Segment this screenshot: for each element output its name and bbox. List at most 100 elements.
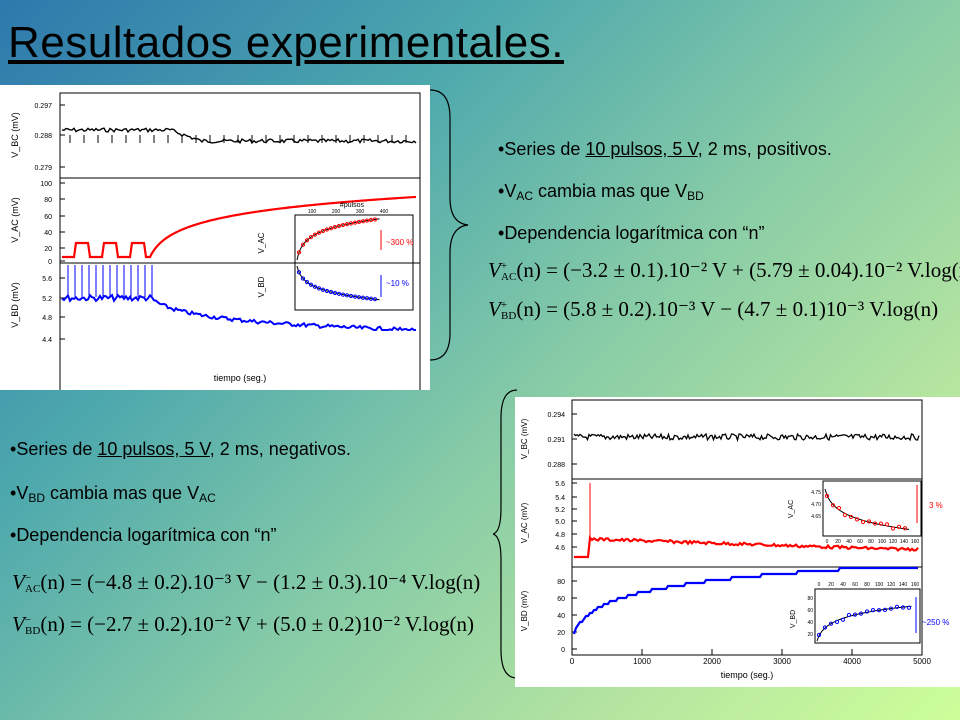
inset-point [336,223,342,229]
inset-point [352,294,358,299]
series-vac [62,195,417,259]
inset2-point [870,608,876,613]
inset-point [344,222,350,227]
upper-brace [429,89,469,361]
inset2-point [828,621,834,626]
inset2-point [876,608,882,613]
inset2-x-tick: 60 [852,582,858,588]
inset2-x-tick: 40 [840,582,846,588]
inset2-x-tick: 140 [899,582,908,588]
y-tick-label: 4.8 [42,315,52,322]
y-tick-label: 5.2 [555,507,565,514]
lower-pct-bot: ~250 % [922,618,949,627]
inset-x-tick: 200 [332,209,341,215]
inset1-point [830,503,836,508]
lower-frame [571,399,923,656]
inset-point [356,295,362,300]
inset-point [332,290,338,296]
inset1-point [848,514,854,520]
x-tick-label: 4000 [843,657,861,666]
inset-point [328,226,334,231]
inset-point [308,235,314,240]
y-tick-label: 4.8 [555,532,565,539]
inset2-point [846,612,852,618]
inset-point [324,288,330,294]
inset-point [308,282,314,287]
inset1-point [824,493,830,499]
inset2-point [888,606,894,611]
inset-point [372,217,378,222]
inset-point [316,286,322,291]
y-tick-label: 0.279 [34,165,52,172]
lower-bullet-1: •Series de 10 pulsos, 5 V, 2 ms, negativ… [10,439,351,459]
inset1-point [836,505,842,511]
inset1-point [854,517,860,522]
inset2-point [840,617,846,622]
inset1-point [884,522,890,527]
lower-bullet-2: •VBD cambia mas que VAC [10,483,216,505]
upper-equation-2: V+BD(n) = (5.8 ± 0.2).10⁻³ V − (4.7 ± 0.… [488,297,939,322]
inset-point [340,222,346,228]
series-vbd [572,566,918,635]
y-tick-label: 20 [44,246,52,253]
inset-point [312,232,318,237]
x-tick-label: 2000 [703,657,721,666]
inset2-y-tick: 20 [807,632,813,638]
lower-bot-ylabel: V_BD (mV) [520,590,529,631]
inset-point [304,280,310,285]
lower-mid-ylabel: V_AC (mV) [520,502,529,543]
inset2-y-tick: 40 [807,620,813,626]
inset-point [332,224,338,230]
inset-point [348,293,354,299]
inset2-point [858,611,864,616]
y-tick-label: 40 [557,613,565,620]
upper-xlabel: tiempo (seg.) [214,373,267,383]
upper-pct-top: ~300 % [386,238,413,247]
inset1-x-tick: 0 [826,539,829,545]
inset2-y-tick: 60 [807,608,813,614]
y-tick-label: 5.6 [555,481,565,488]
upper-mid-ylabel: V_AC (mV) [10,197,20,243]
lower-inset1-label: V_AC [788,500,795,518]
y-tick-label: 0 [48,259,52,266]
inset1-x-tick: 160 [911,539,920,545]
inset2-x-tick: 160 [911,582,920,588]
y-tick-label: 0 [561,647,565,654]
inset2-point [906,605,912,610]
inset2-point [852,612,858,617]
inset-point [296,270,302,275]
inset2-y-tick: 80 [807,596,813,602]
inset-point [300,276,306,281]
y-tick-label: 5.2 [42,296,52,303]
upper-equation-1: V+AC(n) = (−3.2 ± 0.1).10⁻² V + (5.79 ± … [488,258,960,283]
inset-point [364,296,370,301]
inset-x-tick: 300 [356,209,365,215]
upper-bullet-3: •Dependencia logarítmica con “n” [498,223,765,243]
y-tick-label: 60 [44,214,52,221]
inset-point [324,227,330,232]
inset-point [356,219,362,224]
upper-bullet-2: •VAC cambia mas que VBD [498,181,704,203]
inset-point [320,287,326,292]
lower-brace [493,389,518,679]
inset1-point [866,519,872,524]
y-tick-label: 5.0 [555,519,565,526]
y-tick-label: 5.6 [42,276,52,283]
series-vac [574,535,919,559]
lower-top-ylabel: V_BC (mV) [520,418,529,459]
y-tick-label: 0.297 [34,103,52,110]
x-tick-label: 1000 [633,657,651,666]
inset-point [340,292,346,297]
inset2-point [864,609,870,614]
inset1-y-tick: 4.70 [811,502,821,508]
inset2-x-tick: 80 [864,582,870,588]
inset1-point [872,521,878,526]
lower-chart-panel: 0 1000 2000 3000 4000 5000 0.294 0.291 0.288 5.6 5… [515,397,960,687]
inset-x-tick: 400 [380,209,389,215]
inset-point [304,238,310,243]
y-tick-label: 100 [40,181,52,188]
y-tick-label: 0.291 [547,437,565,444]
inset-point [312,284,318,289]
series-vbc [61,127,417,145]
inset2-x-tick: 0 [818,582,821,588]
